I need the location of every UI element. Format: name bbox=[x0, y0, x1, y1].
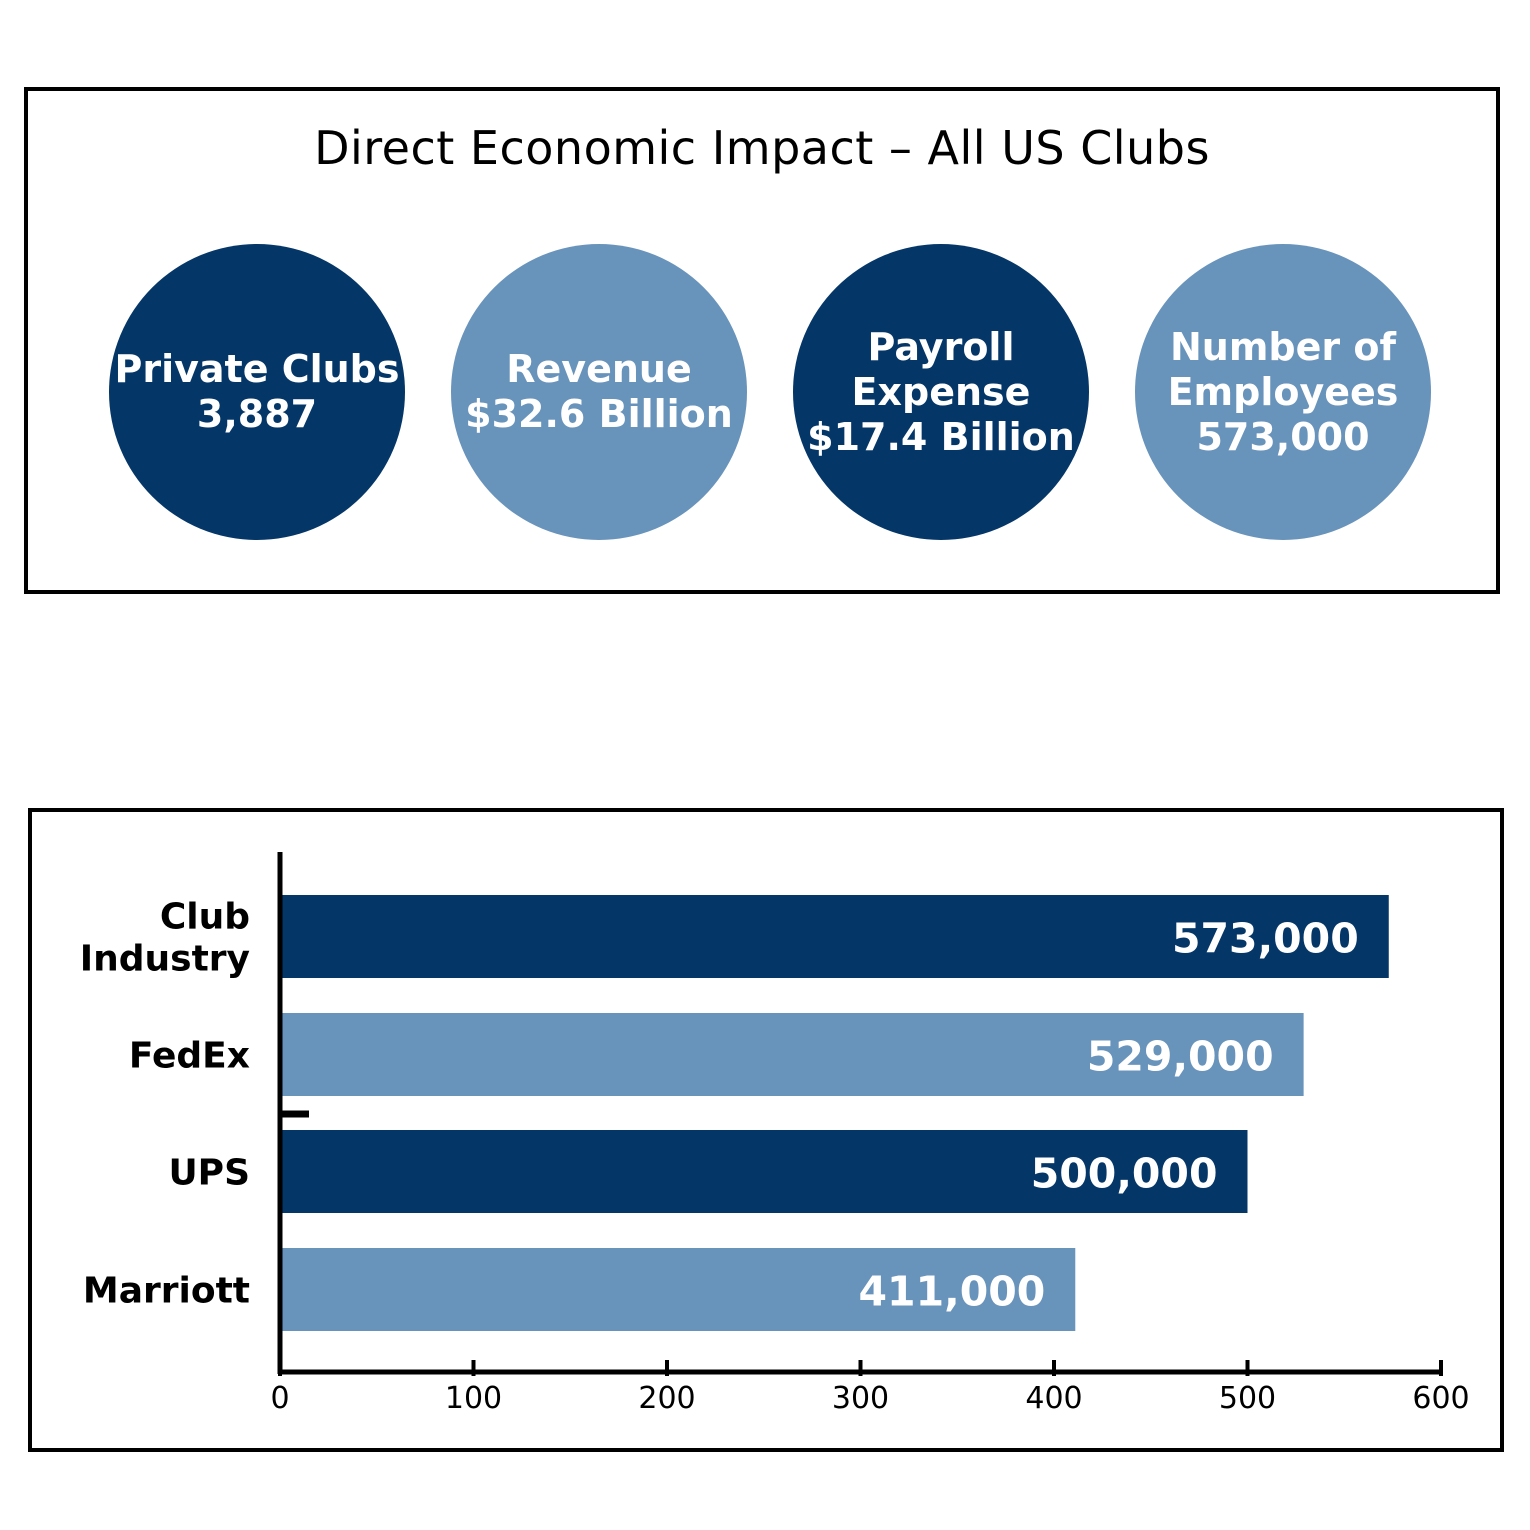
payroll-expense-circle: Payroll Expense $17.4 Billion bbox=[793, 244, 1089, 540]
circle-value: $17.4 Billion bbox=[807, 414, 1075, 459]
circle-value: $32.6 Billion bbox=[465, 392, 733, 436]
circle-value: 573,000 bbox=[1196, 414, 1370, 459]
category-label: Industry bbox=[80, 939, 250, 980]
economic-impact-panel: Direct Economic Impact – All US Clubs Pr… bbox=[24, 87, 1500, 594]
employment-comparison-panel: 573,000 Club Industry 529,000 FedEx 500,000 UP… bbox=[28, 808, 1504, 1452]
circle-label: Revenue bbox=[506, 347, 692, 391]
circle-label: Expense bbox=[851, 369, 1031, 414]
bar bbox=[280, 1248, 1076, 1331]
impact-title: Direct Economic Impact – All US Clubs bbox=[314, 121, 1210, 175]
bar-value-label: 529,000 bbox=[1087, 1033, 1274, 1081]
circle-label: Private Clubs bbox=[114, 347, 400, 391]
x-tick-label: 100 bbox=[445, 1381, 502, 1416]
employees-circle: Number of Employees 573,000 bbox=[1135, 244, 1431, 540]
bar-value-label: 411,000 bbox=[859, 1268, 1046, 1316]
category-label: Marriott bbox=[83, 1271, 250, 1312]
category-label: UPS bbox=[168, 1153, 250, 1194]
bar-value-label: 500,000 bbox=[1031, 1150, 1218, 1198]
category-label: FedEx bbox=[129, 1036, 250, 1077]
x-tick-label: 0 bbox=[270, 1381, 289, 1416]
revenue-circle: Revenue $32.6 Billion bbox=[451, 244, 747, 540]
circle-label: Number of bbox=[1169, 324, 1397, 369]
bar-value-label: 573,000 bbox=[1172, 915, 1359, 963]
private-clubs-circle: Private Clubs 3,887 bbox=[109, 244, 405, 540]
bar bbox=[280, 1013, 1304, 1096]
bar bbox=[280, 895, 1389, 978]
circle-label: Payroll bbox=[867, 324, 1015, 369]
x-tick-label: 300 bbox=[832, 1381, 889, 1416]
x-tick-label: 200 bbox=[638, 1381, 695, 1416]
x-tick-label: 600 bbox=[1412, 1381, 1469, 1416]
circle-value: 3,887 bbox=[196, 392, 318, 436]
bar bbox=[280, 1130, 1248, 1213]
x-tick-label: 400 bbox=[1025, 1381, 1082, 1416]
category-label: Club bbox=[160, 897, 250, 938]
circle-label: Employees bbox=[1167, 369, 1399, 414]
x-tick-label: 500 bbox=[1219, 1381, 1276, 1416]
